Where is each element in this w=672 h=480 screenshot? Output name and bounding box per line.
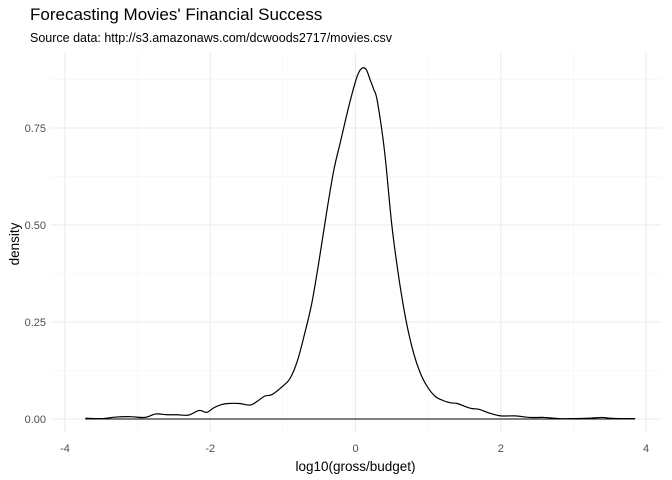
y-axis-label: density bbox=[7, 222, 22, 265]
chart-subtitle: Source data: http://s3.amazonaws.com/dcw… bbox=[30, 31, 392, 45]
chart-title: Forecasting Movies' Financial Success bbox=[30, 5, 323, 24]
y-tick-label: 0.75 bbox=[25, 123, 46, 135]
series-layer bbox=[85, 67, 636, 420]
y-tick-labels: 0.00 0.25 0.50 0.75 bbox=[25, 123, 46, 426]
x-axis-label: log10(gross/budget) bbox=[295, 459, 415, 474]
minor-gridlines bbox=[50, 52, 662, 432]
x-tick-label: 2 bbox=[498, 443, 504, 455]
density-line bbox=[85, 67, 636, 420]
y-tick-label: 0.25 bbox=[25, 317, 46, 329]
x-tick-label: 4 bbox=[643, 443, 649, 455]
x-tick-label: -4 bbox=[60, 443, 70, 455]
major-gridlines bbox=[50, 52, 662, 432]
y-tick-label: 0.50 bbox=[25, 220, 46, 232]
x-tick-labels: -4 -2 0 2 4 bbox=[60, 443, 649, 455]
x-tick-label: -2 bbox=[205, 443, 215, 455]
y-tick-label: 0.00 bbox=[25, 414, 46, 426]
x-tick-label: 0 bbox=[352, 443, 358, 455]
